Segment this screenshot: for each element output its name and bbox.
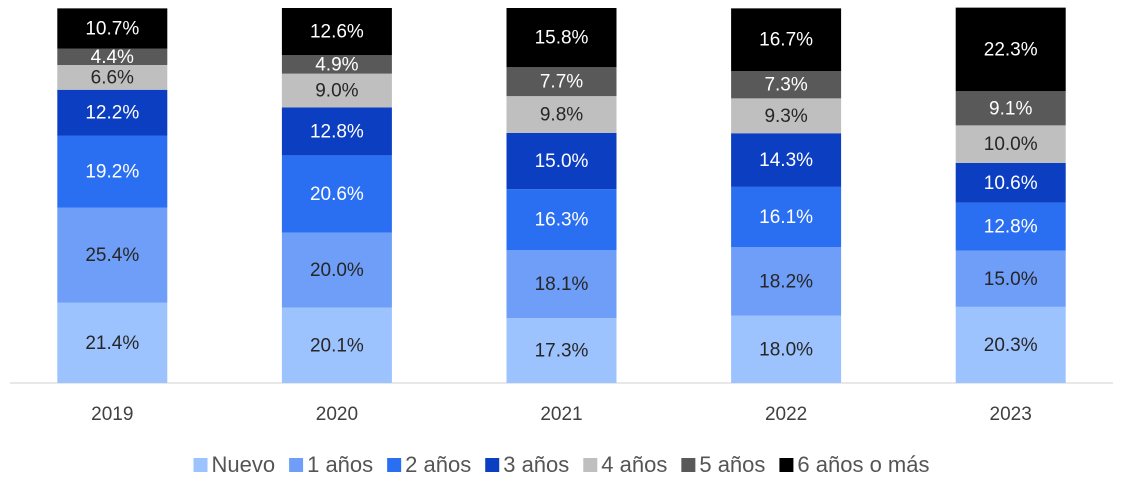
bar-segment <box>506 96 617 133</box>
value-label: 7.3% <box>764 75 807 96</box>
bar-segment <box>281 307 392 383</box>
bar-segment <box>731 98 842 134</box>
value-label: 18.0% <box>759 339 813 360</box>
value-label: 15.0% <box>984 269 1038 290</box>
bar-segment <box>281 55 392 74</box>
x-tick-label: 2021 <box>540 404 582 425</box>
value-label: 12.2% <box>85 103 139 124</box>
legend-swatch <box>779 458 794 472</box>
value-label: 16.3% <box>535 210 589 231</box>
bar-segment <box>281 232 392 308</box>
value-label: 9.1% <box>989 98 1032 119</box>
value-label: 9.0% <box>315 81 358 102</box>
value-label: 16.1% <box>759 207 813 228</box>
legend-swatch <box>387 458 402 472</box>
bar-segment <box>506 132 617 190</box>
value-label: 14.3% <box>759 150 813 171</box>
bar-segment <box>281 73 392 108</box>
value-label: 7.7% <box>540 72 583 93</box>
legend-swatch <box>681 458 696 472</box>
value-label: 12.8% <box>984 217 1038 238</box>
legend-label: 3 años <box>503 452 569 477</box>
value-label: 19.2% <box>85 162 139 183</box>
bar-segment <box>57 302 168 383</box>
bar-segment <box>506 8 617 68</box>
bar-segment <box>506 318 617 383</box>
value-label: 20.0% <box>310 260 364 281</box>
value-label: 17.3% <box>535 341 589 362</box>
bar-segment <box>955 306 1066 383</box>
value-label: 21.4% <box>85 333 139 354</box>
value-label: 18.1% <box>535 274 589 295</box>
value-label: 20.3% <box>984 335 1038 356</box>
legend-label: 2 años <box>405 452 471 477</box>
bar-segment <box>731 315 842 383</box>
value-label: 20.6% <box>310 184 364 205</box>
value-label: 10.6% <box>984 173 1038 194</box>
value-label: 9.8% <box>540 105 583 126</box>
bar-segment <box>731 71 842 99</box>
value-label: 25.4% <box>85 245 139 266</box>
bar-segment <box>57 207 168 303</box>
bar-segment <box>955 125 1066 163</box>
bar-segment <box>57 48 168 65</box>
bar-segment <box>281 107 392 156</box>
x-tick-label: 2022 <box>765 404 807 425</box>
value-label: 16.7% <box>759 30 813 51</box>
legend-label: 4 años <box>601 452 667 477</box>
bar-segment <box>731 133 842 187</box>
legend-swatch <box>583 458 598 472</box>
value-label: 4.9% <box>315 54 358 75</box>
value-label: 12.8% <box>310 121 364 142</box>
bar-segment <box>506 250 617 319</box>
bar-segment <box>955 91 1066 126</box>
x-tick-label: 2019 <box>91 404 133 425</box>
value-label: 6.6% <box>91 67 134 88</box>
value-label: 18.2% <box>759 271 813 292</box>
bar-segment <box>955 250 1066 307</box>
value-label: 4.4% <box>91 47 134 68</box>
value-label: 22.3% <box>984 39 1038 60</box>
bar-segment <box>955 7 1066 92</box>
x-tick-label: 2020 <box>316 404 358 425</box>
legend-label: 5 años <box>699 452 765 477</box>
bar-segment <box>281 155 392 233</box>
legend-swatch <box>289 458 304 472</box>
value-label: 9.3% <box>764 106 807 127</box>
value-label: 12.6% <box>310 22 364 43</box>
legend-swatch <box>485 458 500 472</box>
x-tick-label: 2023 <box>990 404 1032 425</box>
legend-label: 1 años <box>307 452 373 477</box>
bar-segment <box>281 8 392 56</box>
value-label: 20.1% <box>310 335 364 356</box>
bar-segment <box>57 135 168 208</box>
bar-segment <box>506 189 617 251</box>
value-label: 10.7% <box>85 18 139 39</box>
value-label: 10.0% <box>984 134 1038 155</box>
bar-segment <box>731 8 842 71</box>
bar-segment <box>57 89 168 136</box>
bar-segment <box>955 202 1066 251</box>
bar-segment <box>506 67 617 97</box>
value-label: 15.8% <box>535 28 589 49</box>
legend-label: Nuevo <box>212 452 276 477</box>
bar-segment <box>731 247 842 316</box>
bar-segment <box>57 8 168 49</box>
bar-segment <box>57 65 168 90</box>
bar-segment <box>955 162 1066 203</box>
legend-label: 6 años o más <box>797 452 929 477</box>
legend-swatch <box>193 458 208 472</box>
value-label: 15.0% <box>535 151 589 172</box>
bar-segment <box>731 186 842 248</box>
